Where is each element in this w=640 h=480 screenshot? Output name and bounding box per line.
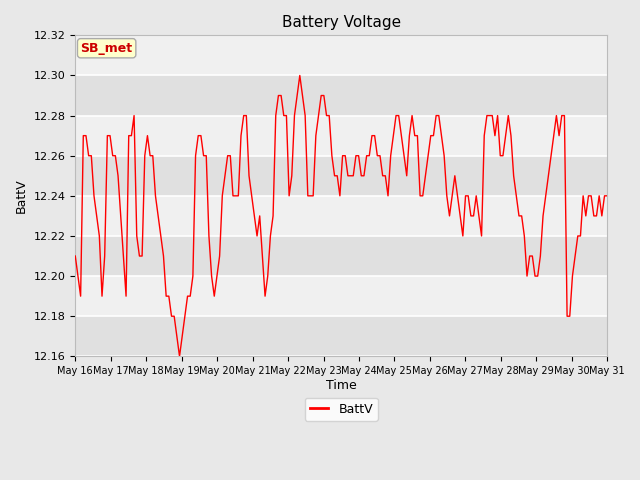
Bar [76, 236, 607, 276]
Bar [76, 36, 607, 75]
Bar [76, 75, 607, 116]
Bar [76, 316, 607, 356]
Legend: BattV: BattV [305, 398, 378, 420]
X-axis label: Time: Time [326, 379, 356, 392]
Bar [76, 156, 607, 196]
Title: Battery Voltage: Battery Voltage [282, 15, 401, 30]
Bar [76, 196, 607, 236]
Text: SB_met: SB_met [81, 42, 132, 55]
Bar [76, 116, 607, 156]
Bar [76, 276, 607, 316]
Y-axis label: BattV: BattV [15, 179, 28, 213]
